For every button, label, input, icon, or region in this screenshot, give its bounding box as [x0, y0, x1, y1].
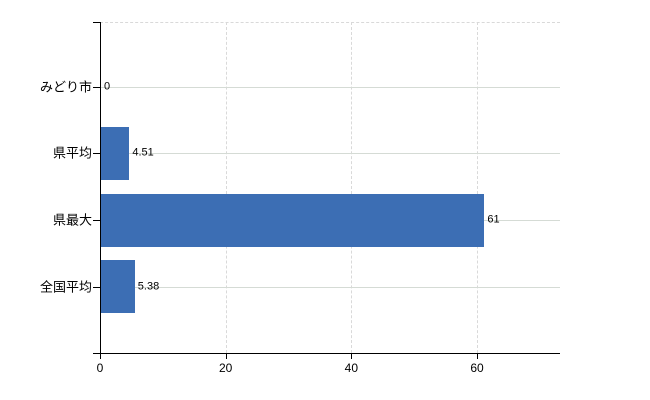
x-axis-tick	[225, 353, 227, 359]
y-axis-tick	[93, 286, 100, 288]
y-axis	[100, 22, 101, 359]
x-axis-tick	[351, 353, 353, 359]
gridline-horizontal	[100, 86, 560, 88]
x-axis-tick	[477, 353, 479, 359]
category-label: みどり市	[39, 79, 92, 94]
gridline-vertical	[351, 22, 353, 353]
gridline-vertical	[477, 22, 479, 353]
y-axis-tick	[93, 220, 100, 222]
y-axis-tick	[93, 86, 100, 88]
value-label: 61	[487, 213, 500, 226]
bar	[101, 126, 130, 180]
category-label: 県平均	[52, 145, 92, 161]
x-tick-label: 40	[344, 361, 359, 375]
x-axis	[93, 353, 560, 354]
y-axis-tick	[93, 153, 100, 155]
plot-top-border	[100, 22, 560, 23]
y-axis-top-tick	[93, 22, 100, 23]
category-label: 全国平均	[39, 279, 92, 295]
bar	[101, 260, 135, 314]
gridline-horizontal	[100, 286, 560, 288]
value-label: 5.38	[137, 280, 160, 293]
gridline-horizontal	[100, 153, 560, 155]
value-label: 4.51	[132, 146, 154, 159]
bar	[101, 193, 485, 247]
category-label: 県最大	[52, 212, 92, 228]
x-tick-label: 20	[218, 361, 233, 375]
x-tick-label: 0	[96, 361, 104, 375]
x-tick-label: 60	[470, 361, 484, 375]
gridline-vertical	[225, 22, 227, 353]
value-label: 0	[104, 80, 111, 92]
